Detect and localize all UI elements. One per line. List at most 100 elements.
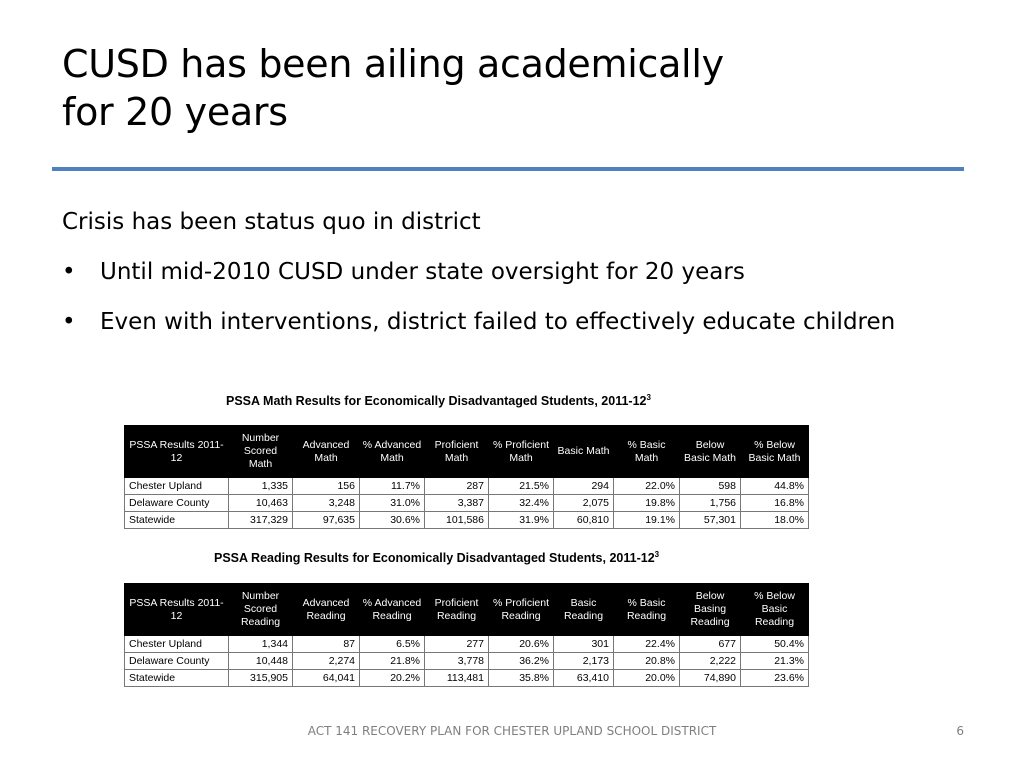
table-cell: 2,274 [292,652,360,670]
row-label-cell: Delaware County [124,494,229,512]
table-cell: 3,387 [424,494,489,512]
column-header: % Advanced Math [359,425,425,478]
table-cell: 87 [292,635,360,653]
table-cell: 113,481 [424,669,489,687]
bullet-dot-icon: • [62,259,76,285]
table-cell: 156 [292,477,360,495]
table-cell: 36.2% [488,652,554,670]
table-cell: 315,905 [228,669,293,687]
table-cell: 20.8% [613,652,680,670]
table-cell: 2,222 [679,652,741,670]
table-cell: 35.8% [488,669,554,687]
column-header: Number Scored Reading [228,583,293,636]
table-cell: 11.7% [359,477,425,495]
column-header: Proficient Math [424,425,489,478]
column-header: Advanced Math [292,425,360,478]
bullet-dot-icon: • [62,309,76,335]
table-cell: 23.6% [740,669,809,687]
table-cell: 1,756 [679,494,741,512]
reading-table-caption: PSSA Reading Results for Economically Di… [214,550,659,565]
slide-body: Crisis has been status quo in district •… [62,205,962,355]
table-row: Chester Upland 1,335 156 11.7% 287 21.5% 294 22… [124,477,809,495]
table-row: Delaware County 10,463 3,248 31.0% 3,387 32.4… [124,494,809,512]
table-cell: 3,248 [292,494,360,512]
reading-caption-footnote: 3 [654,550,660,559]
slide-title-line-1: CUSD has been ailing academically [62,42,724,86]
bullet-text: Even with interventions, district failed… [100,309,896,335]
bullet-item: • Until mid-2010 CUSD under state oversi… [62,255,962,290]
table-cell: 32.4% [488,494,554,512]
title-divider [52,167,964,171]
table-cell: 21.3% [740,652,809,670]
table-cell: 294 [553,477,614,495]
table-cell: 6.5% [359,635,425,653]
table-cell: 101,586 [424,511,489,529]
math-results-table: PSSA Results 2011-12 Number Scored Math Ad… [124,425,809,529]
table-cell: 74,890 [679,669,741,687]
table-header-row: PSSA Results 2011-12 Number Scored Readin… [124,583,809,636]
table-row: Chester Upland 1,344 87 6.5% 277 20.6% 301 22.4… [124,635,809,653]
bullet-text: Until mid-2010 CUSD under state oversigh… [100,259,745,285]
column-header: Below Basing Reading [679,583,741,636]
column-header: % Advanced Reading [359,583,425,636]
table-cell: 10,448 [228,652,293,670]
row-label-cell: Delaware County [124,652,229,670]
column-header: Proficient Reading [424,583,489,636]
table-cell: 97,635 [292,511,360,529]
row-label-cell: Chester Upland [124,635,229,653]
table-cell: 277 [424,635,489,653]
table-cell: 598 [679,477,741,495]
table-cell: 19.8% [613,494,680,512]
table-cell: 677 [679,635,741,653]
table-cell: 18.0% [740,511,809,529]
math-caption-footnote: 3 [646,393,651,402]
table-cell: 10,463 [228,494,293,512]
table-row: Statewide 317,329 97,635 30.6% 101,586 31.9% 6… [124,511,809,529]
table-cell: 63,410 [553,669,614,687]
slide-footer: ACT 141 RECOVERY PLAN FOR CHESTER UPLAND… [307,724,717,738]
table-cell: 21.8% [359,652,425,670]
table-cell: 287 [424,477,489,495]
table-cell: 3,778 [424,652,489,670]
table-cell: 57,301 [679,511,741,529]
table-cell: 64,041 [292,669,360,687]
column-header: % Basic Reading [613,583,680,636]
row-label-cell: Statewide [124,511,229,529]
table-cell: 22.0% [613,477,680,495]
table-row: Statewide 315,905 64,041 20.2% 113,481 35.8% 6… [124,669,809,687]
column-header: PSSA Results 2011-12 [124,583,229,636]
table-cell: 22.4% [613,635,680,653]
reading-caption-text: PSSA Reading Results for Economically Di… [214,551,655,566]
page-number: 6 [956,724,964,738]
column-header: % Below Basic Reading [740,583,809,636]
table-cell: 19.1% [613,511,680,529]
column-header: PSSA Results 2011-12 [124,425,229,478]
table-cell: 50.4% [740,635,809,653]
table-cell: 317,329 [228,511,293,529]
table-cell: 31.0% [359,494,425,512]
table-cell: 20.0% [613,669,680,687]
column-header: Basic Math [553,425,614,478]
table-cell: 44.8% [740,477,809,495]
slide-title: CUSD has been ailing academically for 20… [62,40,962,136]
table-header-row: PSSA Results 2011-12 Number Scored Math Ad… [124,425,809,478]
row-label-cell: Statewide [124,669,229,687]
column-header: Basic Reading [553,583,614,636]
table-cell: 20.6% [488,635,554,653]
table-cell: 1,344 [228,635,293,653]
column-header: % Below Basic Math [740,425,809,478]
column-header: % Proficient Math [488,425,554,478]
table-cell: 301 [553,635,614,653]
column-header: Below Basic Math [679,425,741,478]
column-header: % Proficient Reading [488,583,554,636]
column-header: % Basic Math [613,425,680,478]
table-cell: 1,335 [228,477,293,495]
table-cell: 30.6% [359,511,425,529]
math-table-caption: PSSA Math Results for Economically Disad… [226,393,651,408]
bullet-item: • Even with interventions, district fail… [62,305,962,340]
table-cell: 16.8% [740,494,809,512]
column-header: Number Scored Math [228,425,293,478]
reading-results-table: PSSA Results 2011-12 Number Scored Readin… [124,583,809,687]
table-cell: 2,075 [553,494,614,512]
table-cell: 2,173 [553,652,614,670]
